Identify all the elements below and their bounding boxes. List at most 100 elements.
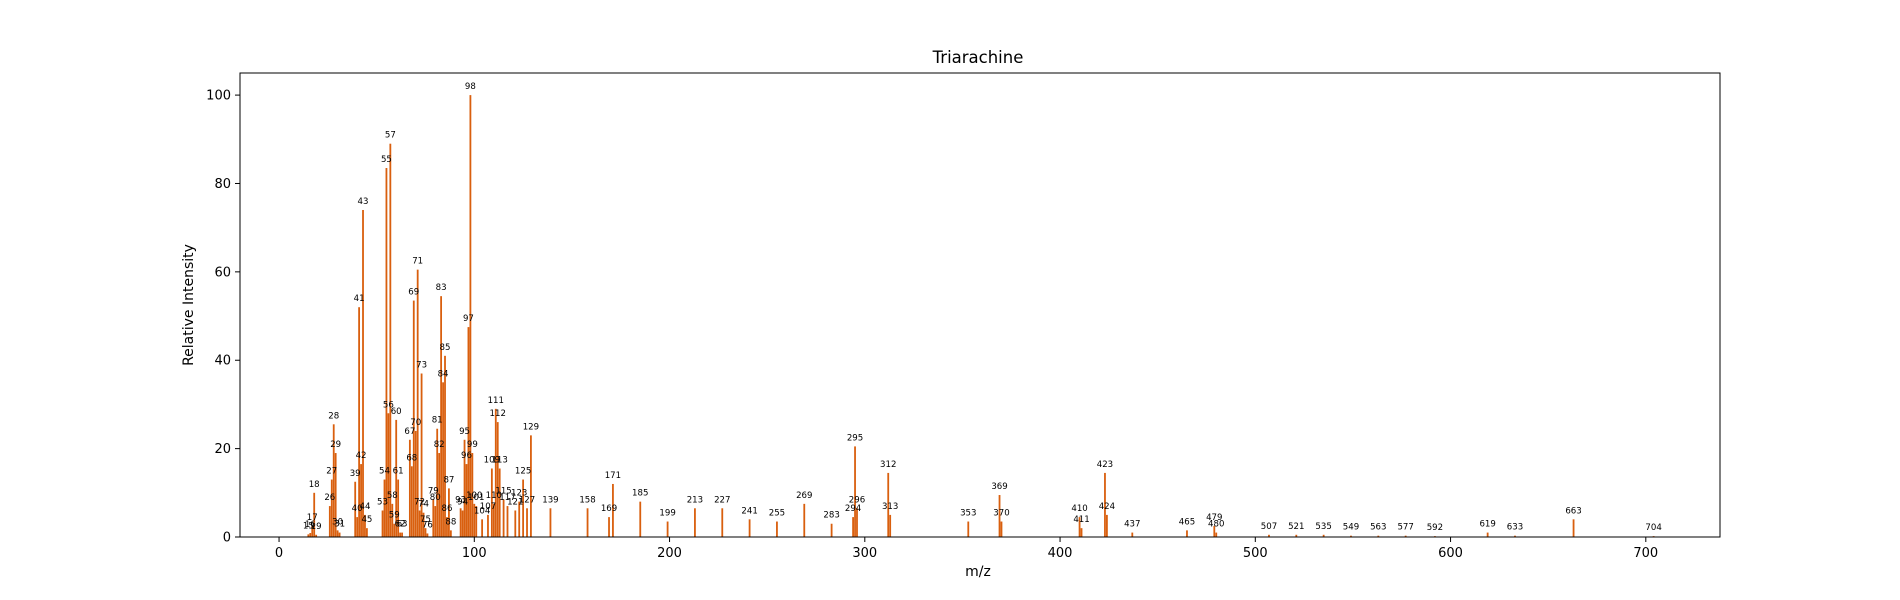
peak-bar — [1078, 517, 1081, 537]
peak-bar — [496, 422, 499, 537]
y-tick-label: 40 — [214, 354, 231, 369]
peak-label: 127 — [519, 495, 535, 505]
peak-bar — [358, 307, 360, 537]
x-tick-label: 500 — [1243, 546, 1268, 561]
peak-label: 113 — [491, 456, 507, 466]
peak-label: 45 — [361, 515, 372, 525]
peak-label: 69 — [408, 288, 419, 298]
peak-label: 57 — [385, 131, 396, 141]
peak-label: 82 — [434, 440, 445, 450]
peak-bar — [803, 503, 806, 537]
peak-label: 169 — [601, 504, 617, 514]
peak-bar — [1404, 535, 1407, 537]
peak-bar — [1215, 532, 1218, 537]
x-tick-label: 0 — [275, 546, 283, 561]
peak-label: 123 — [511, 489, 527, 499]
peak-bar — [639, 501, 642, 537]
peak-label: 70 — [410, 418, 421, 428]
peak-label: 295 — [847, 433, 863, 443]
x-tick-label: 600 — [1438, 546, 1463, 561]
peak-label: 437 — [1124, 520, 1140, 530]
peak-bar — [401, 532, 403, 537]
peak-bar — [1268, 534, 1270, 537]
peak-bar — [748, 519, 751, 537]
peak-bar — [360, 464, 362, 537]
peak-label: 110 — [486, 491, 502, 501]
peak-label: 19 — [311, 522, 322, 532]
peak-bar — [424, 528, 427, 537]
peak-label: 75 — [420, 515, 431, 525]
peak-label: 109 — [484, 456, 500, 466]
x-tick-label: 200 — [657, 546, 682, 561]
peak-label: 507 — [1261, 522, 1277, 532]
peak-label: 294 — [845, 504, 861, 514]
peak-bar — [887, 472, 890, 537]
peak-label: 199 — [659, 509, 675, 519]
peak-bar — [426, 533, 429, 537]
peak-bar — [381, 510, 384, 537]
peak-bar — [414, 430, 417, 537]
peak-bar — [356, 517, 359, 537]
peak-label: 549 — [1343, 523, 1359, 533]
peak-label: 283 — [823, 511, 839, 521]
peak-bar — [383, 479, 386, 537]
peak-bar — [473, 503, 476, 537]
peak-bar — [469, 95, 472, 537]
peak-bar — [506, 506, 509, 537]
x-tick-label: 700 — [1633, 546, 1658, 561]
peak-label: 94 — [457, 497, 468, 507]
peak-bar — [362, 209, 364, 538]
peak-label: 42 — [356, 451, 367, 461]
peak-label: 480 — [1208, 520, 1224, 530]
peak-bar — [412, 300, 415, 537]
peak-bar — [1572, 519, 1575, 537]
peak-label: 16 — [305, 520, 316, 530]
peak-label: 54 — [379, 467, 390, 477]
peak-bar — [530, 435, 532, 537]
x-axis-ticks: 0 100 200 300 400 500 600 700 — [275, 537, 1658, 561]
peak-label: 424 — [1099, 502, 1115, 512]
peak-bar — [313, 492, 316, 537]
peak-label: 79 — [428, 486, 439, 496]
peak-label: 87 — [443, 475, 454, 485]
peak-bar — [364, 514, 366, 537]
peak-bar — [387, 413, 390, 537]
peak-label: 58 — [387, 491, 398, 501]
peak-label: 121 — [507, 497, 523, 507]
peak-bar — [1322, 534, 1325, 537]
peak-bar — [465, 464, 468, 537]
peak-bar — [461, 510, 464, 537]
y-tick-label: 0 — [223, 531, 231, 546]
peak-label: 44 — [359, 502, 370, 512]
peak-label: 67 — [404, 427, 415, 437]
peak-label: 61 — [393, 467, 404, 477]
chart-title: Triarachine — [932, 48, 1024, 67]
peak-bar — [998, 495, 1001, 537]
peak-label: 72 — [414, 497, 425, 507]
peak-label: 30 — [332, 517, 343, 527]
peak-bar — [389, 143, 392, 537]
peak-label: 633 — [1507, 523, 1523, 533]
plot-area: 1516171819262728293031394041424344455354… — [206, 72, 1721, 561]
peak-label: 125 — [515, 467, 531, 477]
peak-label: 269 — [796, 491, 812, 501]
peak-bar — [492, 503, 495, 537]
peak-label: 97 — [463, 314, 474, 324]
peak-bar — [549, 508, 552, 537]
peak-label: 68 — [406, 453, 417, 463]
peak-bar — [418, 510, 421, 537]
peak-label: 104 — [474, 506, 490, 516]
peak-bar — [420, 373, 423, 537]
peak-label: 465 — [1179, 517, 1195, 527]
peak-bar — [336, 530, 339, 537]
peak-bar — [393, 523, 396, 537]
peak-label: 40 — [352, 504, 363, 514]
peak-bar — [399, 532, 402, 537]
peak-bar — [514, 510, 517, 537]
peak-bar — [459, 508, 462, 537]
peak-bar — [434, 506, 437, 537]
peak-label: 312 — [880, 460, 896, 470]
peak-bar — [526, 508, 528, 537]
peak-label: 99 — [467, 440, 478, 450]
peak-bar — [332, 424, 335, 537]
